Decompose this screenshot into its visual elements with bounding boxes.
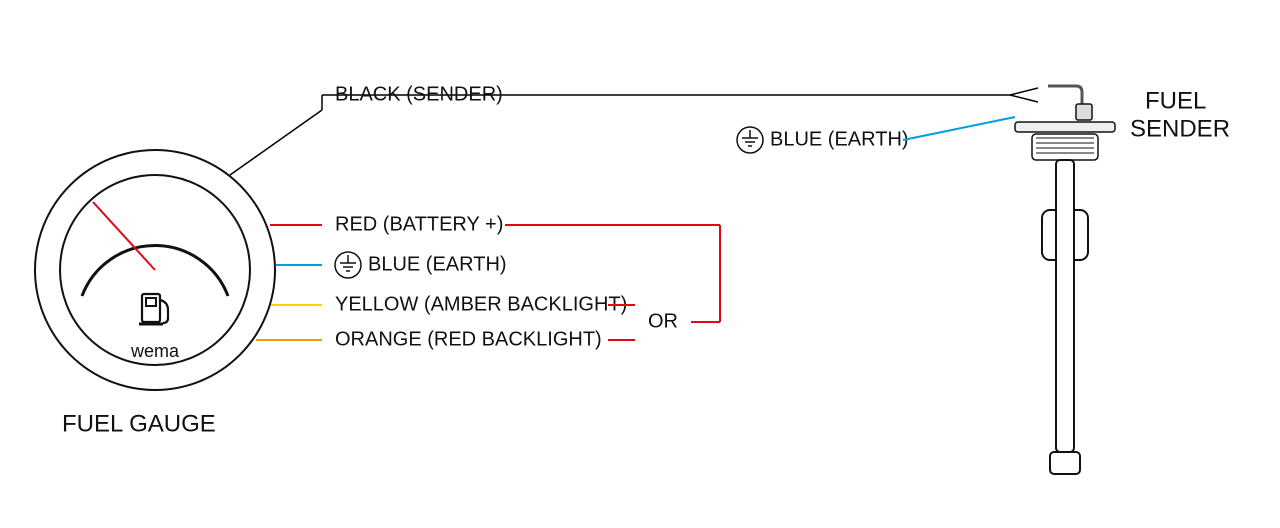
sender-plug — [1076, 104, 1092, 120]
wire-blue2 — [903, 117, 1015, 140]
wire-red-label: RED (BATTERY +) — [335, 213, 503, 235]
sender-tube — [1056, 160, 1074, 452]
sender-flange — [1015, 122, 1115, 132]
sender-earth: BLUE (EARTH) — [737, 117, 1015, 153]
wire-blue-label: BLUE (EARTH) — [368, 253, 507, 275]
earth-icon — [335, 252, 361, 278]
fuel-gauge: wema — [35, 150, 275, 390]
wire-black-label: BLACK (SENDER) — [335, 83, 503, 105]
wire-yellow-label: YELLOW (AMBER BACKLIGHT) — [335, 293, 627, 315]
fuel-sender-label-2: SENDER — [1130, 115, 1230, 142]
sender-cap — [1050, 452, 1080, 474]
gauge-brand-text: wema — [130, 341, 180, 361]
wiring-diagram: wema FUEL GAUGE BLACK (SENDER) RED (BATT… — [0, 0, 1280, 528]
or-label: OR — [648, 310, 678, 332]
wire-orange-label: ORANGE (RED BACKLIGHT) — [335, 328, 602, 350]
wire-blue2-label: BLUE (EARTH) — [770, 128, 909, 150]
fuel-sender — [1015, 86, 1115, 474]
fuel-gauge-label: FUEL GAUGE — [62, 410, 216, 437]
fuel-sender-label-1: FUEL — [1145, 87, 1206, 114]
earth-icon — [737, 127, 763, 153]
sender-thread — [1032, 134, 1098, 160]
or-branch: OR — [505, 225, 720, 340]
sender-cable — [1048, 86, 1082, 106]
